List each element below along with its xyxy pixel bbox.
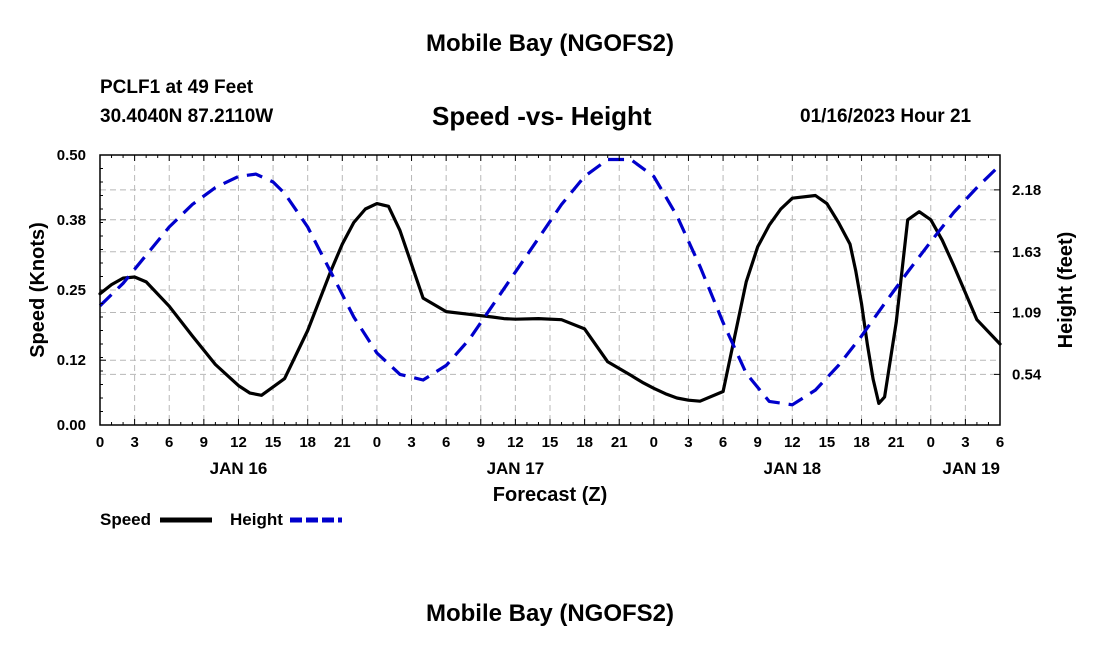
axis-ticks: 0 3 6 9 12 15 18 21 0 3 6 9 12 15 18 21 0 3 6 9 12 15 18 21 0 3 6 J…	[57, 147, 1042, 478]
x-tick-label: 6	[996, 434, 1004, 451]
x-tick-label: 3	[961, 434, 969, 451]
y-tick-label: 0.00	[57, 417, 86, 434]
y-tick-label: 0.25	[57, 282, 86, 299]
x-tick-label: 15	[819, 434, 836, 451]
x-tick-label: 3	[684, 434, 692, 451]
x-tick-label: 12	[784, 434, 801, 451]
series-line-speed	[98, 193, 1002, 405]
x-tick-label: 12	[507, 434, 524, 451]
y2-tick-label: 1.63	[1012, 244, 1041, 261]
x-tick-label: 18	[576, 434, 593, 451]
x-tick-label: 15	[542, 434, 559, 451]
date-label: JAN 16	[210, 459, 268, 478]
x-tick-label: 18	[299, 434, 316, 451]
y-axis-label: Speed (Knots)	[27, 222, 49, 358]
x-tick-label: 18	[853, 434, 870, 451]
chart-title-bottom: Mobile Bay (NGOFS2)	[425, 600, 675, 627]
date-label: JAN 19	[942, 459, 1000, 478]
date-label: JAN 18	[763, 459, 821, 478]
coordinates-label: 30.4040N 87.2110W	[100, 106, 274, 127]
y2-tick-label: 0.54	[1012, 366, 1042, 383]
x-tick-label: 9	[200, 434, 208, 451]
station-label: PCLF1 at 49 Feet	[100, 77, 254, 98]
x-tick-label: 3	[130, 434, 138, 451]
data-series	[98, 157, 1002, 407]
chart-subtitle: Speed -vs- Height	[432, 101, 652, 131]
y-tick-label: 0.12	[57, 352, 86, 369]
x-tick-label: 3	[407, 434, 415, 451]
x-tick-label: 9	[754, 434, 762, 451]
y2-axis-label: Height (feet)	[1055, 232, 1077, 349]
x-tick-label: 21	[334, 434, 351, 451]
x-tick-label: 6	[719, 434, 727, 451]
x-tick-label: 9	[477, 434, 485, 451]
x-axis-label: Forecast (Z)	[493, 484, 607, 506]
legend-label-height: Height	[230, 510, 283, 529]
timestamp-label: 01/16/2023 Hour 21	[800, 106, 972, 127]
x-tick-label: 0	[927, 434, 935, 451]
x-tick-label: 0	[96, 434, 104, 451]
x-tick-label: 21	[611, 434, 628, 451]
x-tick-label: 0	[373, 434, 381, 451]
y2-tick-label: 2.18	[1012, 182, 1041, 199]
x-tick-label: 0	[650, 434, 658, 451]
x-tick-label: 6	[165, 434, 173, 451]
x-tick-label: 12	[230, 434, 247, 451]
y-tick-label: 0.50	[57, 147, 86, 164]
grid-lines	[100, 155, 1000, 425]
y2-tick-label: 1.09	[1012, 305, 1041, 322]
y-tick-label: 0.38	[57, 212, 86, 229]
legend-label-speed: Speed	[100, 510, 151, 529]
x-tick-label: 6	[442, 434, 450, 451]
x-tick-label: 21	[888, 434, 905, 451]
date-label: JAN 17	[487, 459, 545, 478]
legend: Speed Height	[100, 510, 342, 529]
x-tick-label: 15	[265, 434, 282, 451]
series-line-height	[98, 157, 1002, 407]
chart-title-top: Mobile Bay (NGOFS2)	[425, 30, 675, 57]
